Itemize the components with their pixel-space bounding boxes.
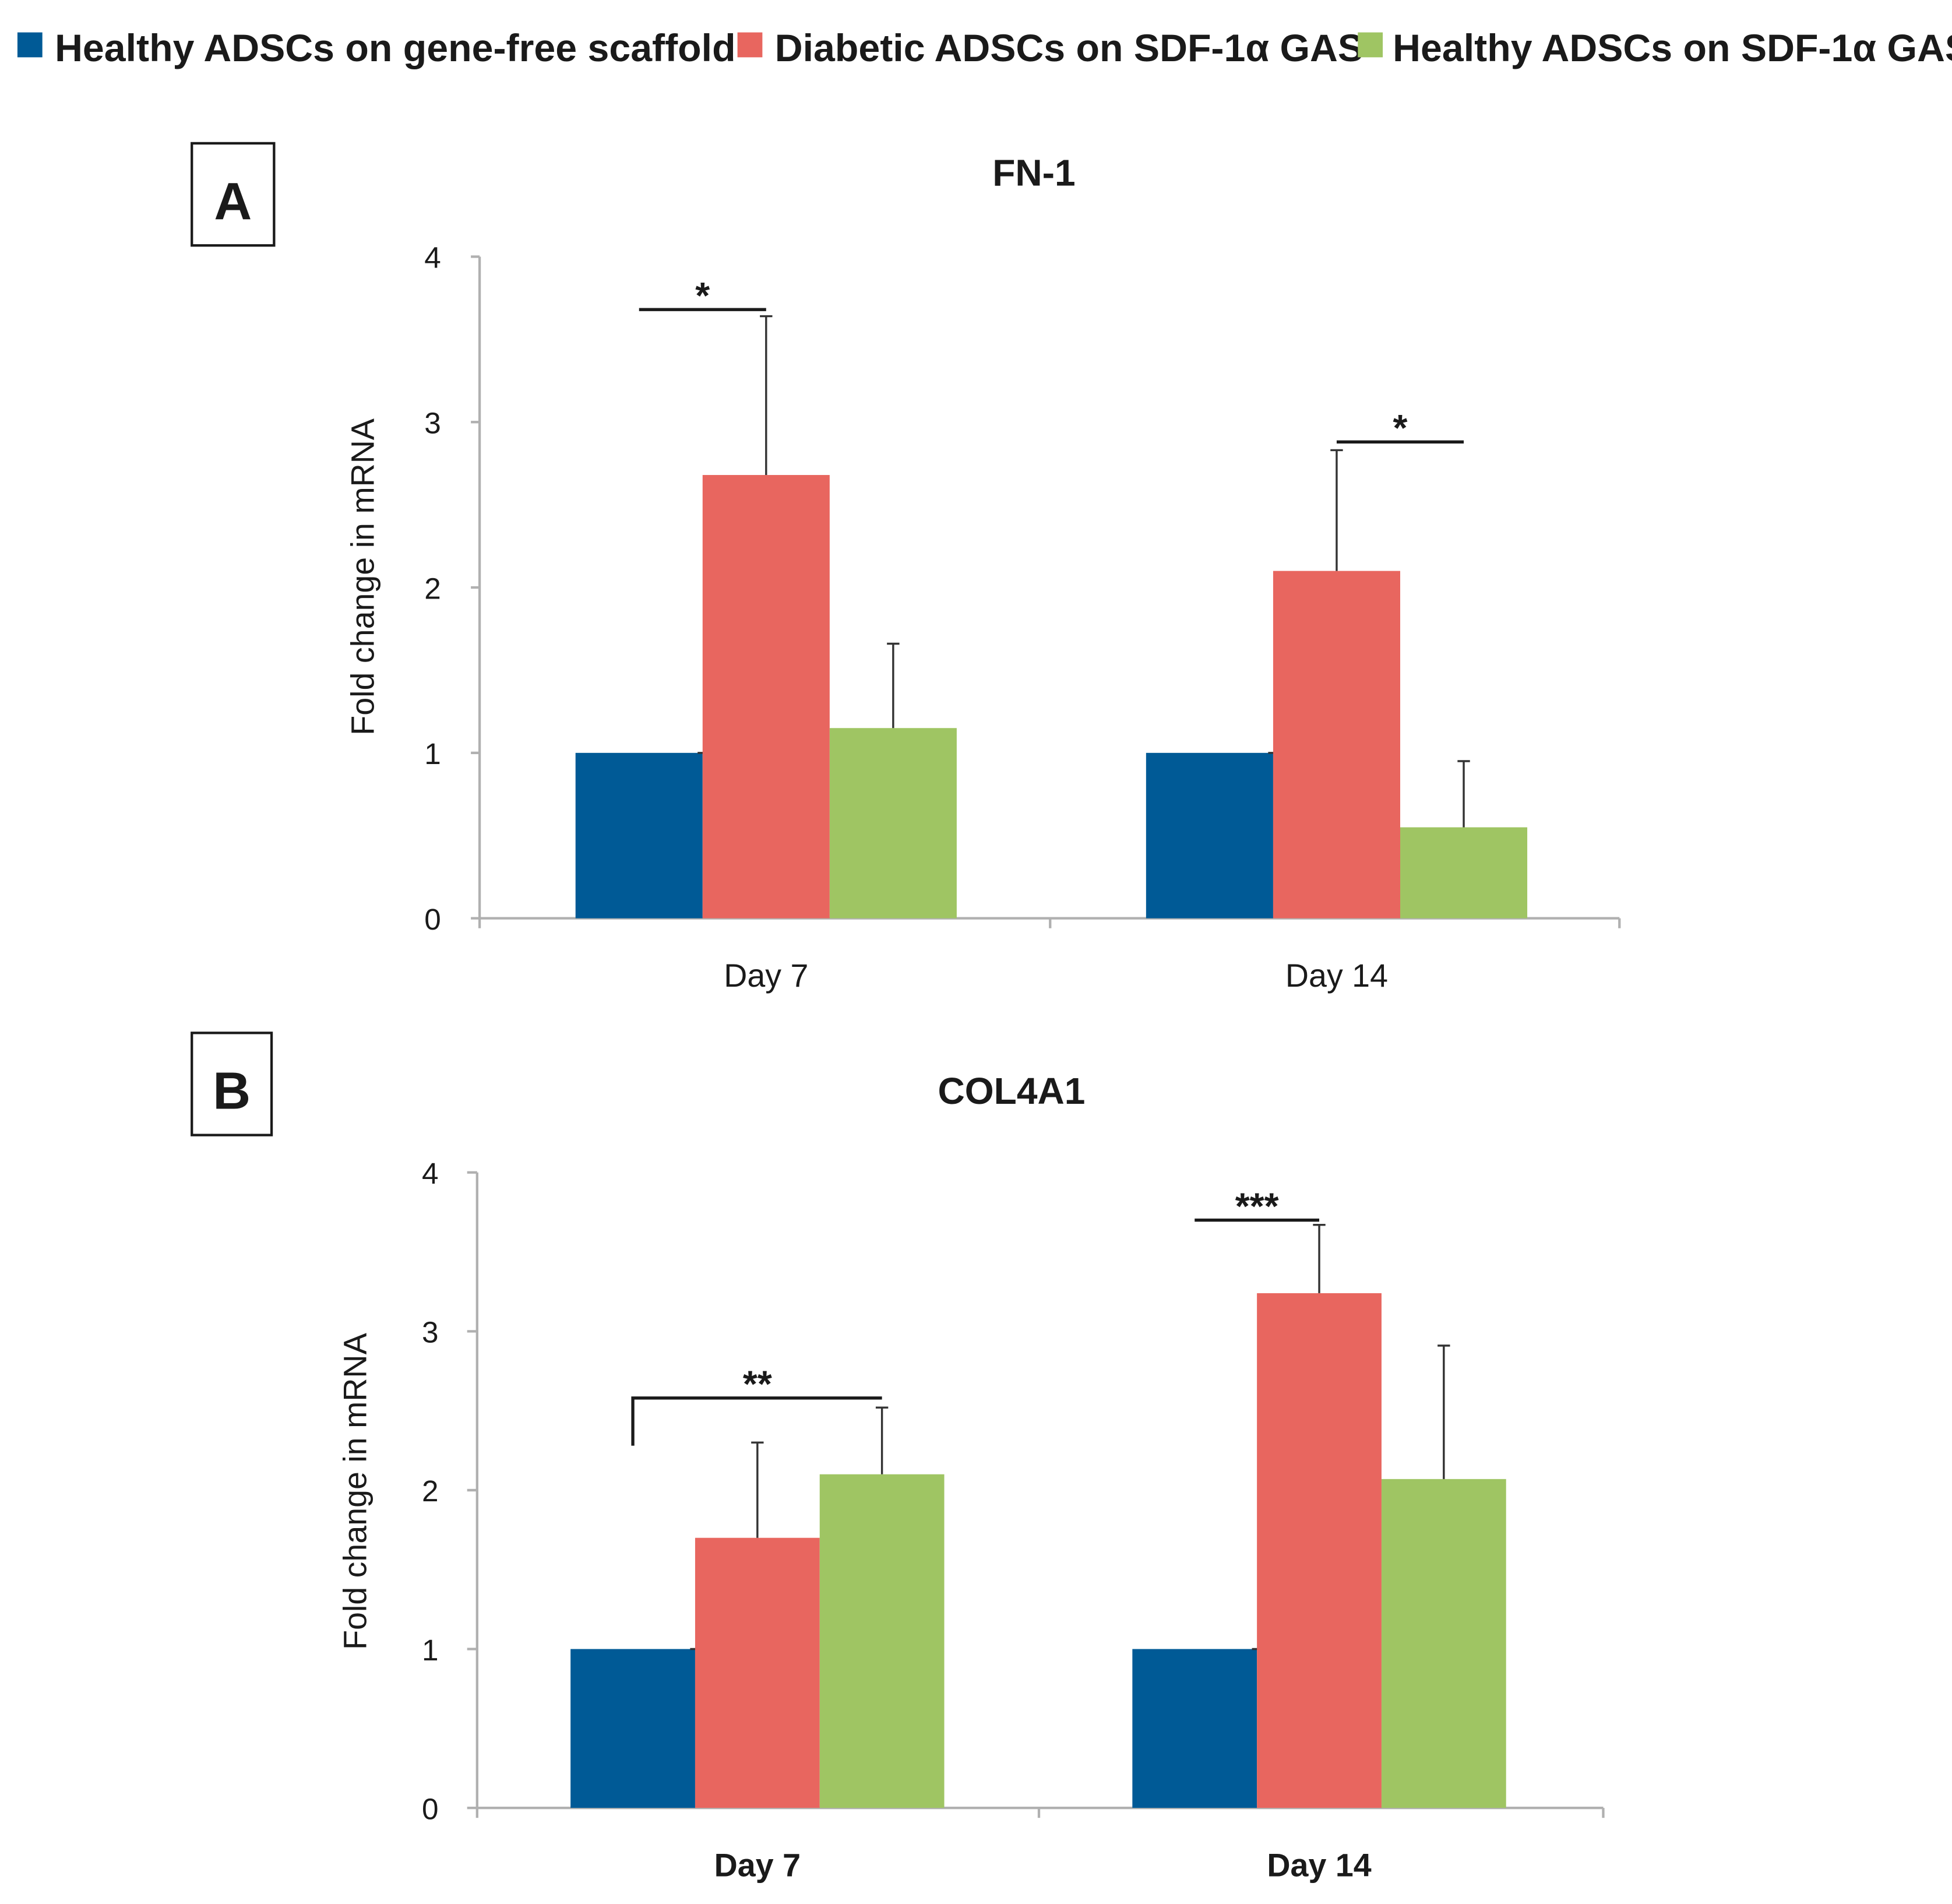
legend-label-healthy-sdf: Healthy ADSCs on SDF-1α GAS <box>1393 27 1952 70</box>
panel-b-y-axis-title: Fold change in mRNA <box>337 1333 374 1650</box>
panel-a-x-label-day-14: Day 14 <box>1285 958 1388 994</box>
legend-swatch-healthy-gene-free <box>17 32 43 58</box>
panel-a-title: FN-1 <box>992 152 1075 194</box>
panel-b-y-tick-label-2: 2 <box>422 1474 439 1508</box>
panel-a-y-tick-label-1: 1 <box>424 737 441 770</box>
panel-b-bar-day-7-healthy-gene-free <box>570 1649 695 1808</box>
panel-a-x-label-day-7: Day 7 <box>724 958 808 994</box>
panel-b-y-tick-label-1: 1 <box>422 1634 439 1667</box>
panel-a-y-tick-label-2: 2 <box>424 572 441 605</box>
panel-a-letter: A <box>214 173 252 231</box>
panel-a-y-tick-label-4: 4 <box>424 241 441 274</box>
legend-label-diabetic-sdf: Diabetic ADSCs on SDF-1α GAS <box>775 27 1363 70</box>
panel-b-y-tick-label-4: 4 <box>422 1157 439 1190</box>
panel-a-y-axis-title: Fold change in mRNA <box>344 418 380 735</box>
legend: Healthy ADSCs on gene-free scaffold Diab… <box>17 27 1952 70</box>
panel-a-significance-label-1: * <box>1393 407 1408 449</box>
panel-a-significance-label-0: * <box>695 274 710 316</box>
panel-a-bar-day-7-diabetic-sdf <box>702 475 830 918</box>
panel-a-y-tick-label-0: 0 <box>424 903 441 936</box>
panel-a-bar-day-7-healthy-gene-free <box>575 752 703 918</box>
panel-b-bar-day-7-diabetic-sdf <box>695 1537 820 1808</box>
panel-b-x-label-day-7: Day 7 <box>714 1847 801 1884</box>
panel-a-bar-day-14-diabetic-sdf <box>1273 571 1400 918</box>
panel-b-y-tick-label-3: 3 <box>422 1316 439 1349</box>
panel-a-bar-day-7-healthy-sdf <box>829 728 957 918</box>
panel-b-letter-box <box>191 1032 273 1136</box>
panel-a: A FN-1 Fold change in mRNA 0 1 2 3 4 Day 7 Day… <box>191 142 1621 994</box>
legend-swatch-diabetic-sdf <box>737 32 763 58</box>
panel-b-bar-day-14-healthy-sdf <box>1381 1479 1506 1808</box>
panel-b-y-tick-label-0: 0 <box>422 1792 439 1825</box>
panel-a-bar-day-14-healthy-sdf <box>1400 827 1528 918</box>
panel-b-bar-day-14-diabetic-sdf <box>1257 1293 1382 1808</box>
panel-b-significance-line-0 <box>631 1396 882 1446</box>
panel-b-title: COL4A1 <box>938 1070 1085 1112</box>
panel-a-letter-box <box>191 142 276 247</box>
panel-b-letter: B <box>213 1062 251 1121</box>
panel-b-x-label-day-14: Day 14 <box>1267 1847 1371 1884</box>
legend-swatch-healthy-sdf <box>1358 32 1383 58</box>
panel-b-significance-label-0: ** <box>743 1363 772 1405</box>
legend-label-healthy-gene-free: Healthy ADSCs on gene-free scaffold <box>55 27 735 70</box>
panel-a-bar-day-14-healthy-gene-free <box>1146 752 1273 918</box>
panel-b-bar-day-14-healthy-gene-free <box>1132 1649 1257 1808</box>
panel-a-y-tick-label-3: 3 <box>424 406 441 439</box>
panel-b-bar-day-7-healthy-sdf <box>819 1474 945 1808</box>
panel-b-significance-label-1: *** <box>1235 1185 1279 1227</box>
panel-b: B COL4A1 Fold change in mRNA 0 1 2 3 4 Day 7 D… <box>191 1032 1605 1884</box>
